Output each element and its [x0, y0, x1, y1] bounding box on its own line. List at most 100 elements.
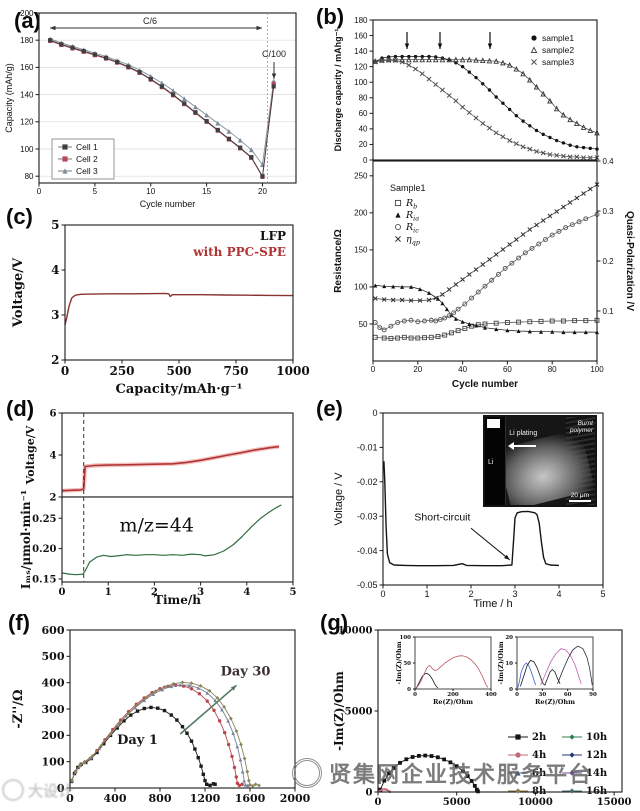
svg-text:120: 120: [20, 118, 34, 127]
svg-text:C/6: C/6: [143, 16, 157, 26]
svg-text:sample3: sample3: [542, 57, 574, 67]
panel-label-b: (b): [316, 4, 345, 29]
svg-text:Day 1: Day 1: [117, 733, 158, 748]
svg-text:0: 0: [515, 692, 519, 698]
svg-text:0: 0: [375, 797, 382, 808]
svg-text:sample1: sample1: [542, 33, 574, 43]
svg-text:0: 0: [57, 782, 65, 795]
svg-text:30: 30: [539, 692, 547, 698]
svg-text:15000: 15000: [597, 797, 632, 808]
panel-label-f: (f): [8, 610, 30, 635]
svg-text:750: 750: [223, 364, 248, 378]
svg-text:10000: 10000: [338, 626, 373, 637]
svg-text:10: 10: [146, 187, 155, 196]
svg-text:5: 5: [600, 589, 605, 599]
svg-text:14h: 14h: [586, 768, 608, 779]
svg-text:200: 200: [354, 209, 368, 218]
svg-text:1: 1: [105, 587, 112, 598]
svg-text:0.4: 0.4: [603, 157, 615, 166]
svg-text:5000: 5000: [443, 797, 471, 808]
svg-text:1200: 1200: [190, 792, 221, 805]
svg-text:-Im(Z)/Ohm: -Im(Z)/Ohm: [332, 671, 346, 751]
svg-text:5: 5: [290, 587, 297, 598]
svg-text:12h: 12h: [586, 750, 608, 761]
svg-text:Time/h: Time/h: [154, 593, 201, 607]
svg-text:Cell 3: Cell 3: [76, 166, 98, 176]
svg-text:40: 40: [359, 125, 368, 134]
svg-text:15: 15: [202, 187, 211, 196]
svg-text:Capacity (mAh/g): Capacity (mAh/g): [4, 63, 14, 133]
svg-text:400: 400: [42, 677, 65, 690]
svg-text:250: 250: [354, 172, 368, 181]
svg-text:6: 6: [50, 409, 57, 420]
panel-label-d: (d): [6, 396, 35, 421]
svg-text:Cell 2: Cell 2: [76, 154, 98, 164]
svg-text:3: 3: [512, 589, 517, 599]
svg-text:400: 400: [104, 792, 127, 805]
svg-text:4: 4: [50, 451, 57, 462]
panel-d-voltage-chart: 2 4 6 Voltage/V: [0, 400, 330, 504]
svg-text:20: 20: [413, 365, 422, 374]
svg-text:500: 500: [42, 650, 65, 663]
svg-text:Short-circuit: Short-circuit: [414, 511, 470, 523]
svg-text:120: 120: [354, 62, 368, 71]
svg-text:0.25: 0.25: [32, 514, 56, 525]
svg-text:20: 20: [505, 635, 513, 641]
svg-text:90: 90: [589, 692, 597, 698]
svg-text:2h: 2h: [532, 732, 547, 743]
svg-text:0.15: 0.15: [32, 574, 56, 585]
svg-text:5: 5: [51, 218, 59, 232]
svg-text:20: 20: [258, 187, 267, 196]
svg-text:-Im(Z)/Ohm: -Im(Z)/Ohm: [497, 641, 505, 684]
svg-text:0: 0: [366, 788, 373, 799]
svg-text:100: 100: [354, 78, 368, 87]
svg-text:Voltage / V: Voltage / V: [333, 472, 345, 526]
svg-text:0: 0: [61, 364, 69, 378]
svg-text:2: 2: [50, 493, 57, 504]
svg-text:5000: 5000: [345, 707, 373, 718]
panel-d-ms-current-chart: 0 1 2 3 4 5 0.15 0.20 0.25 Time/h Iₘₛ/μmol·min⁻¹ m/…: [0, 490, 330, 615]
svg-text:0.20: 0.20: [32, 544, 56, 555]
svg-text:0: 0: [37, 187, 42, 196]
svg-text:16h: 16h: [586, 786, 608, 797]
panel-b-resistance-chart: 0 20 40 60 80 100 50 100 150 200 250 0.1 0.2 0.3 0.4 Cy…: [330, 157, 640, 395]
svg-text:140: 140: [354, 47, 368, 56]
panel-label-a: (a): [14, 8, 41, 33]
panel-label-g: (g): [320, 610, 349, 635]
svg-text:-0.04: -0.04: [357, 546, 378, 556]
svg-text:600: 600: [42, 624, 65, 637]
svg-text:200: 200: [447, 692, 459, 698]
svg-text:2: 2: [51, 353, 59, 367]
svg-text:LFP: LFP: [260, 229, 286, 243]
svg-text:150: 150: [354, 246, 368, 255]
svg-text:-Z''/Ω: -Z''/Ω: [11, 689, 26, 728]
svg-text:Cycle number: Cycle number: [140, 199, 196, 209]
svg-text:-0.02: -0.02: [357, 477, 378, 487]
svg-text:80: 80: [359, 94, 368, 103]
svg-text:sample2: sample2: [542, 45, 574, 55]
svg-text:40: 40: [458, 365, 467, 374]
panel-g-inset-left-chart: 0 200 400 0 50 100 Re(Z)/Ohm -Im(Z)/Ohm: [395, 631, 503, 707]
svg-text:Day 30: Day 30: [221, 664, 271, 679]
svg-text:with PPC-SPE: with PPC-SPE: [192, 245, 286, 259]
svg-text:Iₘₛ/μmol·min⁻¹: Iₘₛ/μmol·min⁻¹: [19, 490, 33, 589]
svg-text:250: 250: [109, 364, 134, 378]
svg-text:-0.01: -0.01: [357, 443, 378, 453]
sem-scale-bar: 20 μm: [568, 492, 591, 502]
svg-text:Capacity/mAh·g⁻¹: Capacity/mAh·g⁻¹: [116, 382, 243, 397]
svg-text:-0.05: -0.05: [357, 580, 378, 590]
svg-text:60: 60: [564, 692, 572, 698]
svg-text:60: 60: [359, 109, 368, 118]
panel-f-nyquist-chart: 0 400 800 1200 1600 2000 0 100 200 300 400 500 600 -Z…: [0, 615, 330, 811]
panel-a-capacity-chart: 0 5 10 15 20 80 100 120 140 160 180 200 Cycle number…: [0, 0, 330, 210]
svg-text:100: 100: [354, 283, 368, 292]
panel-b-discharge-capacity-chart: 0 20 40 60 80 100 120 140 160 180 Discharge capaci…: [330, 0, 640, 165]
svg-text:Re(Z)/Ohm: Re(Z)/Ohm: [535, 698, 575, 706]
svg-text:0: 0: [509, 687, 513, 693]
panel-label-c: (c): [6, 204, 33, 229]
svg-text:100: 100: [42, 756, 65, 769]
svg-text:1000: 1000: [276, 364, 309, 378]
svg-text:180: 180: [20, 36, 34, 45]
svg-text:8h: 8h: [532, 786, 547, 797]
svg-text:Re(Z)/Ohm: Re(Z)/Ohm: [433, 698, 473, 706]
